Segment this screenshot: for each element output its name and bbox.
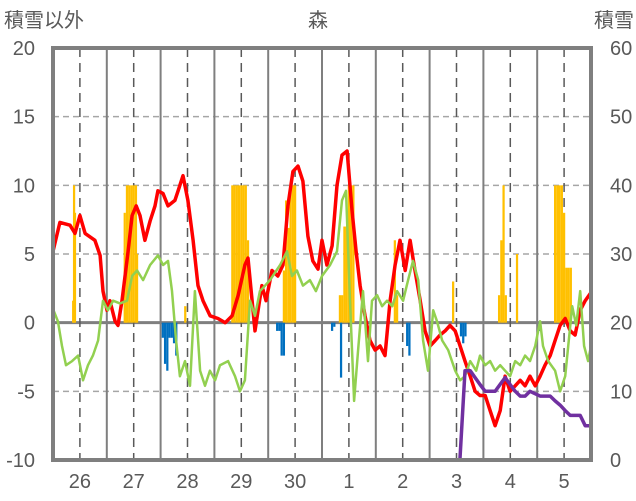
blue-bar (339, 322, 343, 378)
orange-bar (287, 227, 290, 323)
orange-bar (395, 295, 399, 323)
orange-bar (240, 185, 243, 323)
blue-bar (406, 322, 409, 347)
orange-bar (502, 185, 505, 323)
orange-bar (291, 185, 294, 323)
x-tick-label: 27 (123, 471, 145, 493)
orange-bar (135, 254, 139, 323)
orange-bar (565, 267, 568, 323)
blue-bar (276, 322, 279, 331)
orange-bar (350, 185, 353, 323)
blue-bar (278, 322, 281, 331)
blue-bar (163, 322, 167, 364)
x-tick-label: 2 (397, 471, 408, 493)
blue-bar (462, 322, 465, 344)
chart-title: 森 (308, 9, 328, 32)
orange-bar (497, 295, 501, 323)
blue-bar (408, 322, 411, 356)
y-right-tick-label: 50 (610, 107, 632, 129)
orange-bar (235, 185, 238, 323)
orange-bar (343, 226, 346, 323)
y-right-tick-label: 40 (610, 175, 632, 197)
orange-bar (282, 270, 286, 323)
y-right-tick-label: 10 (610, 381, 632, 403)
x-tick-label: 1 (343, 471, 354, 493)
orange-bar (231, 185, 234, 323)
y-right-tick-label: 60 (610, 38, 632, 60)
right-axis-title: 積雪 (594, 9, 634, 32)
orange-bar (237, 185, 241, 323)
tick-labels: 20 60 15 50 10 40 5 30 0 20 -5 10 -10 0 26 27 28 29 30 1 2 3 4… (6, 38, 632, 493)
orange-bar (338, 295, 342, 323)
orange-bar (515, 254, 519, 323)
gridlines (53, 48, 591, 460)
y-left-tick-label: 10 (13, 175, 35, 197)
blue-bar (161, 322, 164, 338)
y-left-tick-label: 0 (24, 313, 35, 335)
y-right-tick-label: 0 (610, 450, 621, 472)
orange-bar (285, 200, 288, 323)
orange-bar (393, 240, 396, 323)
blue-bar (330, 322, 334, 331)
y-right-tick-label: 20 (610, 313, 632, 335)
orange-bar (567, 267, 570, 323)
x-tick-label: 28 (176, 471, 198, 493)
blue-bar (333, 322, 336, 327)
x-tick-label: 5 (559, 471, 570, 493)
orange-bar (246, 240, 250, 323)
orange-bar (352, 185, 355, 323)
orange-bar (132, 185, 135, 323)
purple-series-line (53, 368, 591, 462)
blue-bar (172, 322, 176, 344)
blue-bar (170, 322, 173, 338)
orange-bar (562, 212, 566, 323)
x-tick-label: 29 (230, 471, 252, 493)
orange-bar (289, 185, 292, 323)
y-left-tick-label: 15 (13, 107, 35, 129)
plot-frame (51, 46, 593, 462)
orange-bar (558, 185, 561, 323)
orange-bar (184, 306, 187, 323)
bars (72, 185, 572, 378)
orange-bar (504, 295, 507, 323)
y-left-tick-label: 5 (24, 244, 35, 266)
blue-bar (168, 322, 171, 338)
orange-bar (556, 185, 559, 323)
orange-bar (560, 185, 563, 323)
red-series-line (51, 149, 593, 428)
orange-bar (233, 185, 236, 323)
y-left-tick-label: -5 (17, 381, 35, 403)
y-left-tick-label: 20 (13, 38, 35, 60)
blue-bar (464, 322, 467, 337)
x-tick-label: 3 (451, 471, 462, 493)
orange-bar (452, 281, 455, 323)
orange-bar (242, 185, 245, 323)
left-axis-title: 積雪以外 (4, 9, 84, 32)
blue-bar (282, 322, 286, 356)
blue-bar (459, 322, 463, 337)
x-tick-label: 26 (69, 471, 91, 493)
orange-bar (73, 212, 77, 323)
series-lines (51, 149, 593, 462)
orange-bar (293, 185, 297, 323)
orange-bar (345, 226, 348, 323)
orange-bar (554, 185, 557, 323)
orange-bar (569, 267, 572, 323)
x-tick-label: 4 (505, 471, 516, 493)
y-left-tick-label: -10 (6, 450, 35, 472)
orange-bar (341, 295, 344, 323)
blue-bar (166, 322, 169, 371)
green-series-line (51, 189, 593, 403)
orange-bar (130, 185, 133, 323)
x-tick-label: 30 (284, 471, 306, 493)
orange-bar (244, 185, 247, 323)
orange-bar (500, 240, 503, 323)
y-right-tick-label: 30 (610, 244, 632, 266)
blue-bar (280, 322, 283, 356)
